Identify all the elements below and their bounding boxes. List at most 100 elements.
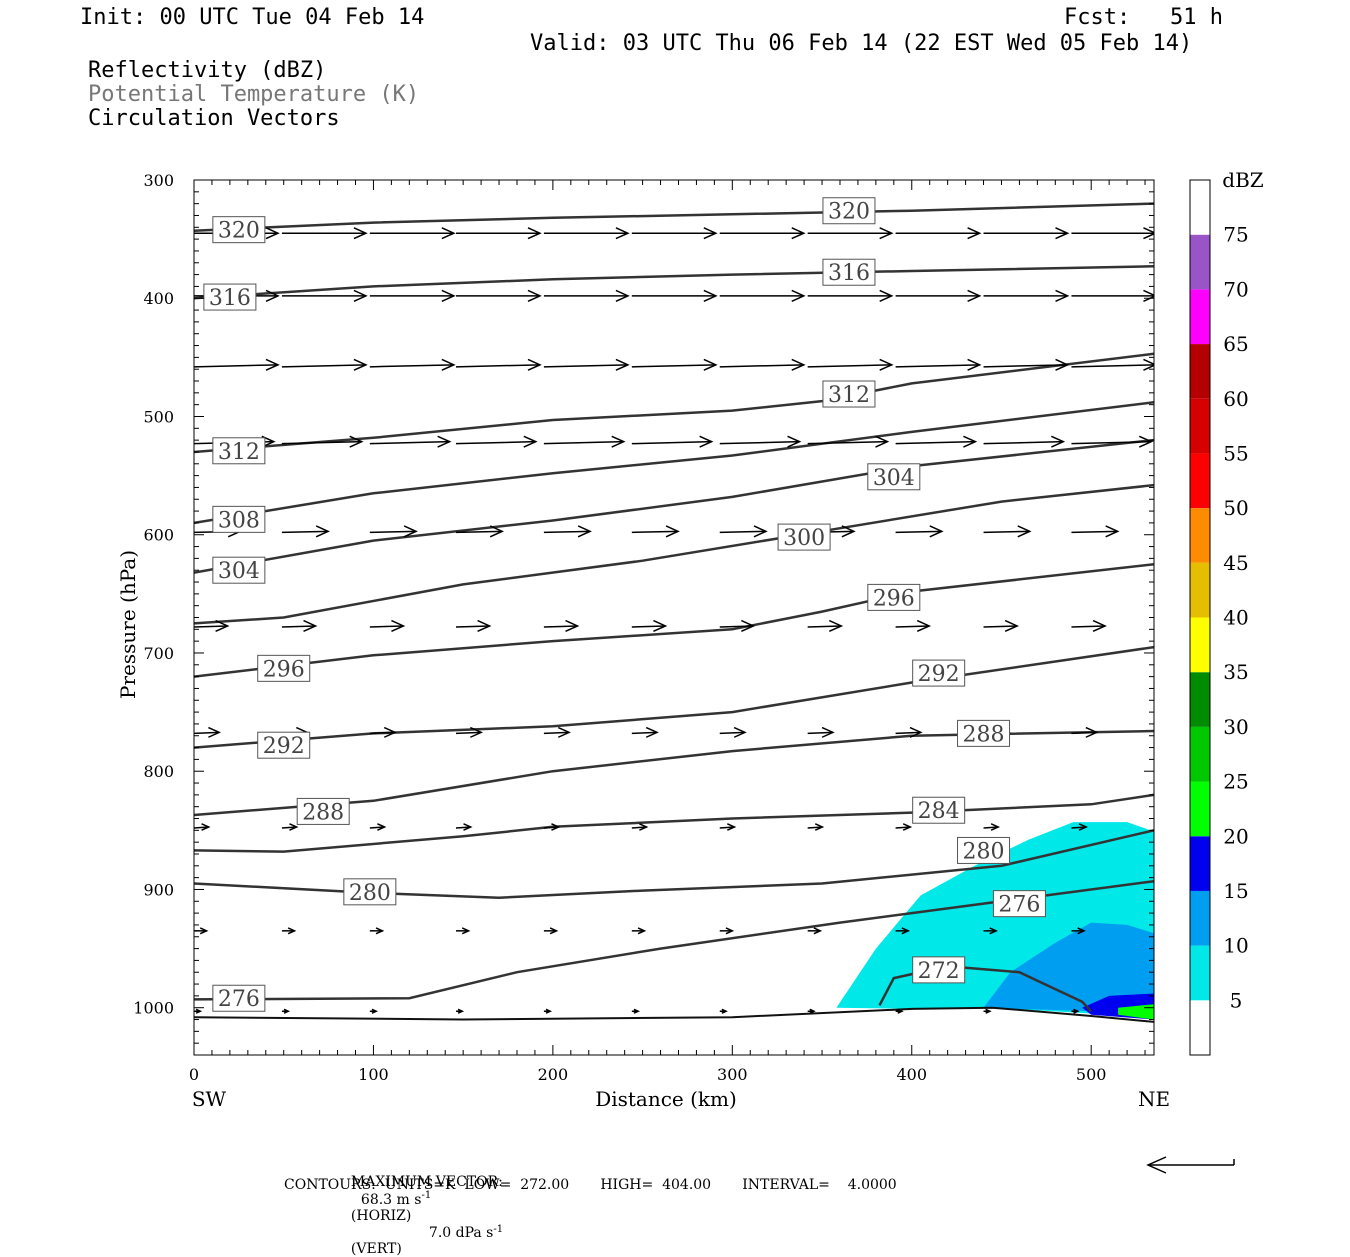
contour-label-308: 308: [218, 508, 260, 533]
vector-arrow: [1071, 289, 1154, 302]
vector-arrow: [719, 525, 768, 538]
colorbar-segment: [1190, 836, 1210, 891]
vector-shaft: [281, 440, 362, 445]
vector-head: [791, 227, 806, 240]
x-tick-label-400: 400: [896, 1065, 927, 1084]
vector-arrow: [455, 358, 542, 371]
vector-arrow: [281, 525, 330, 538]
vector-arrow: [631, 289, 718, 302]
contour-label-box: [912, 659, 966, 687]
vector-shaft: [543, 530, 591, 534]
vert-exponent: -1: [493, 1223, 504, 1235]
max-vector-vert: 7.0 dPa s: [428, 1225, 494, 1242]
vector-arrow: [719, 619, 756, 633]
vector-head: [929, 525, 944, 538]
vector-arrow: [631, 619, 668, 633]
vector-head: [463, 823, 473, 831]
vector-head: [557, 726, 571, 738]
vector-arrow: [455, 726, 484, 738]
vector-head: [791, 289, 806, 302]
contour-label-316: 316: [828, 261, 870, 286]
vector-arrow: [1071, 358, 1154, 371]
vector-head: [195, 1008, 203, 1014]
contour-labels: 320 320 316 316 312 312 308 304 304 300 296 296 292 2…: [203, 197, 1046, 1012]
vector-shaft: [807, 440, 888, 445]
contour-label-box: [212, 556, 266, 584]
theta-contour-272: [878, 965, 1093, 1013]
vector-arrow: [369, 823, 387, 831]
colorbar-segment: [1190, 234, 1210, 290]
colorbar-segment: [1190, 344, 1210, 399]
vector-head: [1078, 823, 1088, 831]
vector-arrow: [281, 435, 364, 448]
vector-arrow: [543, 227, 630, 240]
colorbar-title: dBZ: [1222, 168, 1264, 192]
vector-head: [1017, 525, 1032, 538]
vector-head: [527, 227, 542, 240]
vector-shaft: [895, 440, 976, 445]
vector-shaft: [895, 826, 911, 829]
cross-section-chart: 3203203163163123123083043043002962962922…: [116, 168, 1264, 1111]
vector-head: [879, 227, 894, 240]
vector-arrow: [281, 227, 368, 240]
contour-label-box: [296, 797, 350, 825]
vector-head: [665, 525, 680, 538]
vector-shaft: [631, 625, 666, 628]
vector-arrow: [719, 1008, 728, 1014]
vector-head: [725, 927, 735, 935]
vector-arrow: [807, 927, 823, 935]
vector-shaft: [194, 826, 209, 829]
vector-arrow: [369, 358, 456, 371]
vector-shaft: [983, 440, 1064, 445]
vector-arrow: [194, 619, 230, 633]
vector-arrow: [455, 619, 492, 633]
vector-arrow: [983, 227, 1070, 240]
vector-arrow: [719, 227, 806, 240]
vector-shaft: [1071, 530, 1118, 534]
vector-shaft: [983, 826, 999, 829]
x-tick-label-100: 100: [358, 1065, 389, 1084]
vector-head: [353, 227, 368, 240]
terrain-line: [194, 1006, 1154, 1023]
contour-label-312: 312: [828, 383, 870, 408]
vector-shaft: [369, 625, 404, 628]
vector-head: [199, 927, 209, 935]
vector-arrow: [281, 823, 299, 831]
vector-arrow: [895, 927, 911, 935]
theta-contour-304: [194, 438, 1154, 574]
contour-label-box: [822, 380, 876, 408]
contour-label-304: 304: [873, 466, 915, 491]
vector-head: [283, 1008, 291, 1014]
contour-label-316: 316: [209, 286, 251, 311]
vector-arrow: [369, 619, 406, 633]
vector-arrow: [281, 358, 368, 371]
vector-arrow: [543, 619, 580, 633]
vector-arrow: [631, 1008, 640, 1014]
vector-shaft: [455, 530, 503, 534]
vector-shaft: [194, 731, 220, 735]
x-end-label-left: SW: [192, 1087, 227, 1111]
vector-head: [703, 358, 718, 371]
vector-head: [821, 726, 835, 738]
vector-head: [403, 525, 418, 538]
y-tick-label-900: 900: [143, 880, 174, 899]
vector-arrow: [807, 619, 844, 633]
vector-head: [383, 726, 397, 738]
vector-arrow: [895, 1008, 904, 1014]
vector-head: [967, 289, 982, 302]
vector-arrow: [983, 358, 1070, 371]
vector-arrow: [719, 726, 747, 738]
vector-arrow: [1071, 1008, 1080, 1014]
x-axis-label: Distance (km): [595, 1087, 737, 1111]
vector-shaft: [631, 530, 679, 534]
vector-head: [461, 927, 471, 935]
vector-head: [615, 227, 630, 240]
theta-contour-320: [194, 202, 1154, 233]
vector-arrow: [719, 358, 806, 371]
reference-vector-icon: [1146, 1156, 1235, 1174]
vector-head: [963, 435, 978, 448]
x-tick-label-200: 200: [538, 1065, 569, 1084]
vector-shaft: [719, 440, 800, 445]
colorbar-segment: [1190, 726, 1210, 782]
vector-head: [879, 358, 894, 371]
